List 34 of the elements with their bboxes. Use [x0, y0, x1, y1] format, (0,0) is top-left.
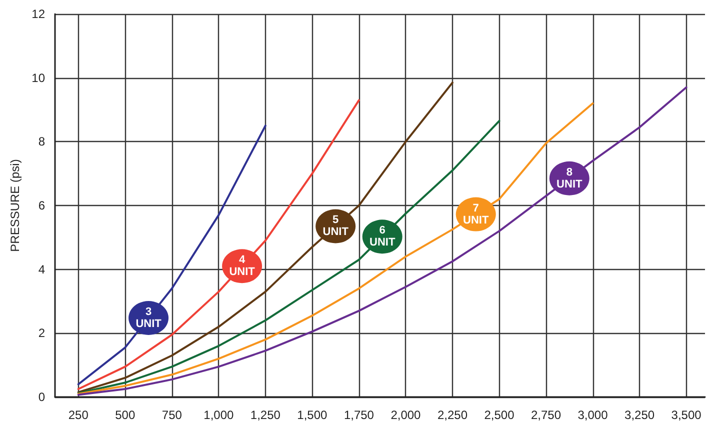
x-tick-label: 2,000: [390, 408, 422, 422]
y-tick-label: 4: [38, 262, 46, 276]
y-tick-label: 12: [32, 7, 46, 21]
x-tick-label: 1,250: [250, 408, 281, 422]
x-tick-label: 750: [162, 408, 182, 422]
y-tick-label: 6: [38, 198, 46, 212]
line-series: [77, 120, 500, 394]
y-tick-label: 10: [32, 70, 46, 85]
series-label: 7 UNIT: [463, 202, 489, 226]
x-tick-label: 3,250: [624, 408, 655, 422]
x-tick-label: 3,000: [578, 408, 608, 422]
line-series: [77, 86, 688, 396]
series-label: 8 UNIT: [556, 166, 582, 190]
x-tick-label: 1,750: [344, 408, 374, 422]
series-label: 5 UNIT: [322, 214, 349, 238]
y-axis-title: PRESSURE (psi): [8, 159, 22, 252]
x-tick-label: 2,750: [530, 408, 562, 422]
x-tick-label: 2,500: [484, 408, 515, 422]
x-tick-label: 1,500: [297, 408, 328, 422]
line-series: [77, 99, 360, 390]
x-tick-label: 2,250: [437, 408, 468, 422]
series-label: 4 UNIT: [229, 254, 256, 278]
line-series: [77, 102, 594, 395]
y-tick-label: 0: [38, 390, 46, 404]
y-tick-label: 2: [38, 326, 46, 340]
x-tick-label: 3,500: [671, 408, 702, 422]
x-tick-label: 500: [115, 408, 136, 422]
series-label: 6 UNIT: [370, 224, 396, 249]
line-series: [77, 82, 454, 394]
line-series: [77, 124, 266, 386]
series-label: 3 UNIT: [136, 306, 162, 330]
y-tick-label: 8: [38, 134, 46, 149]
x-tick-label: 1,000: [204, 408, 234, 422]
x-tick-label: 250: [68, 408, 89, 422]
